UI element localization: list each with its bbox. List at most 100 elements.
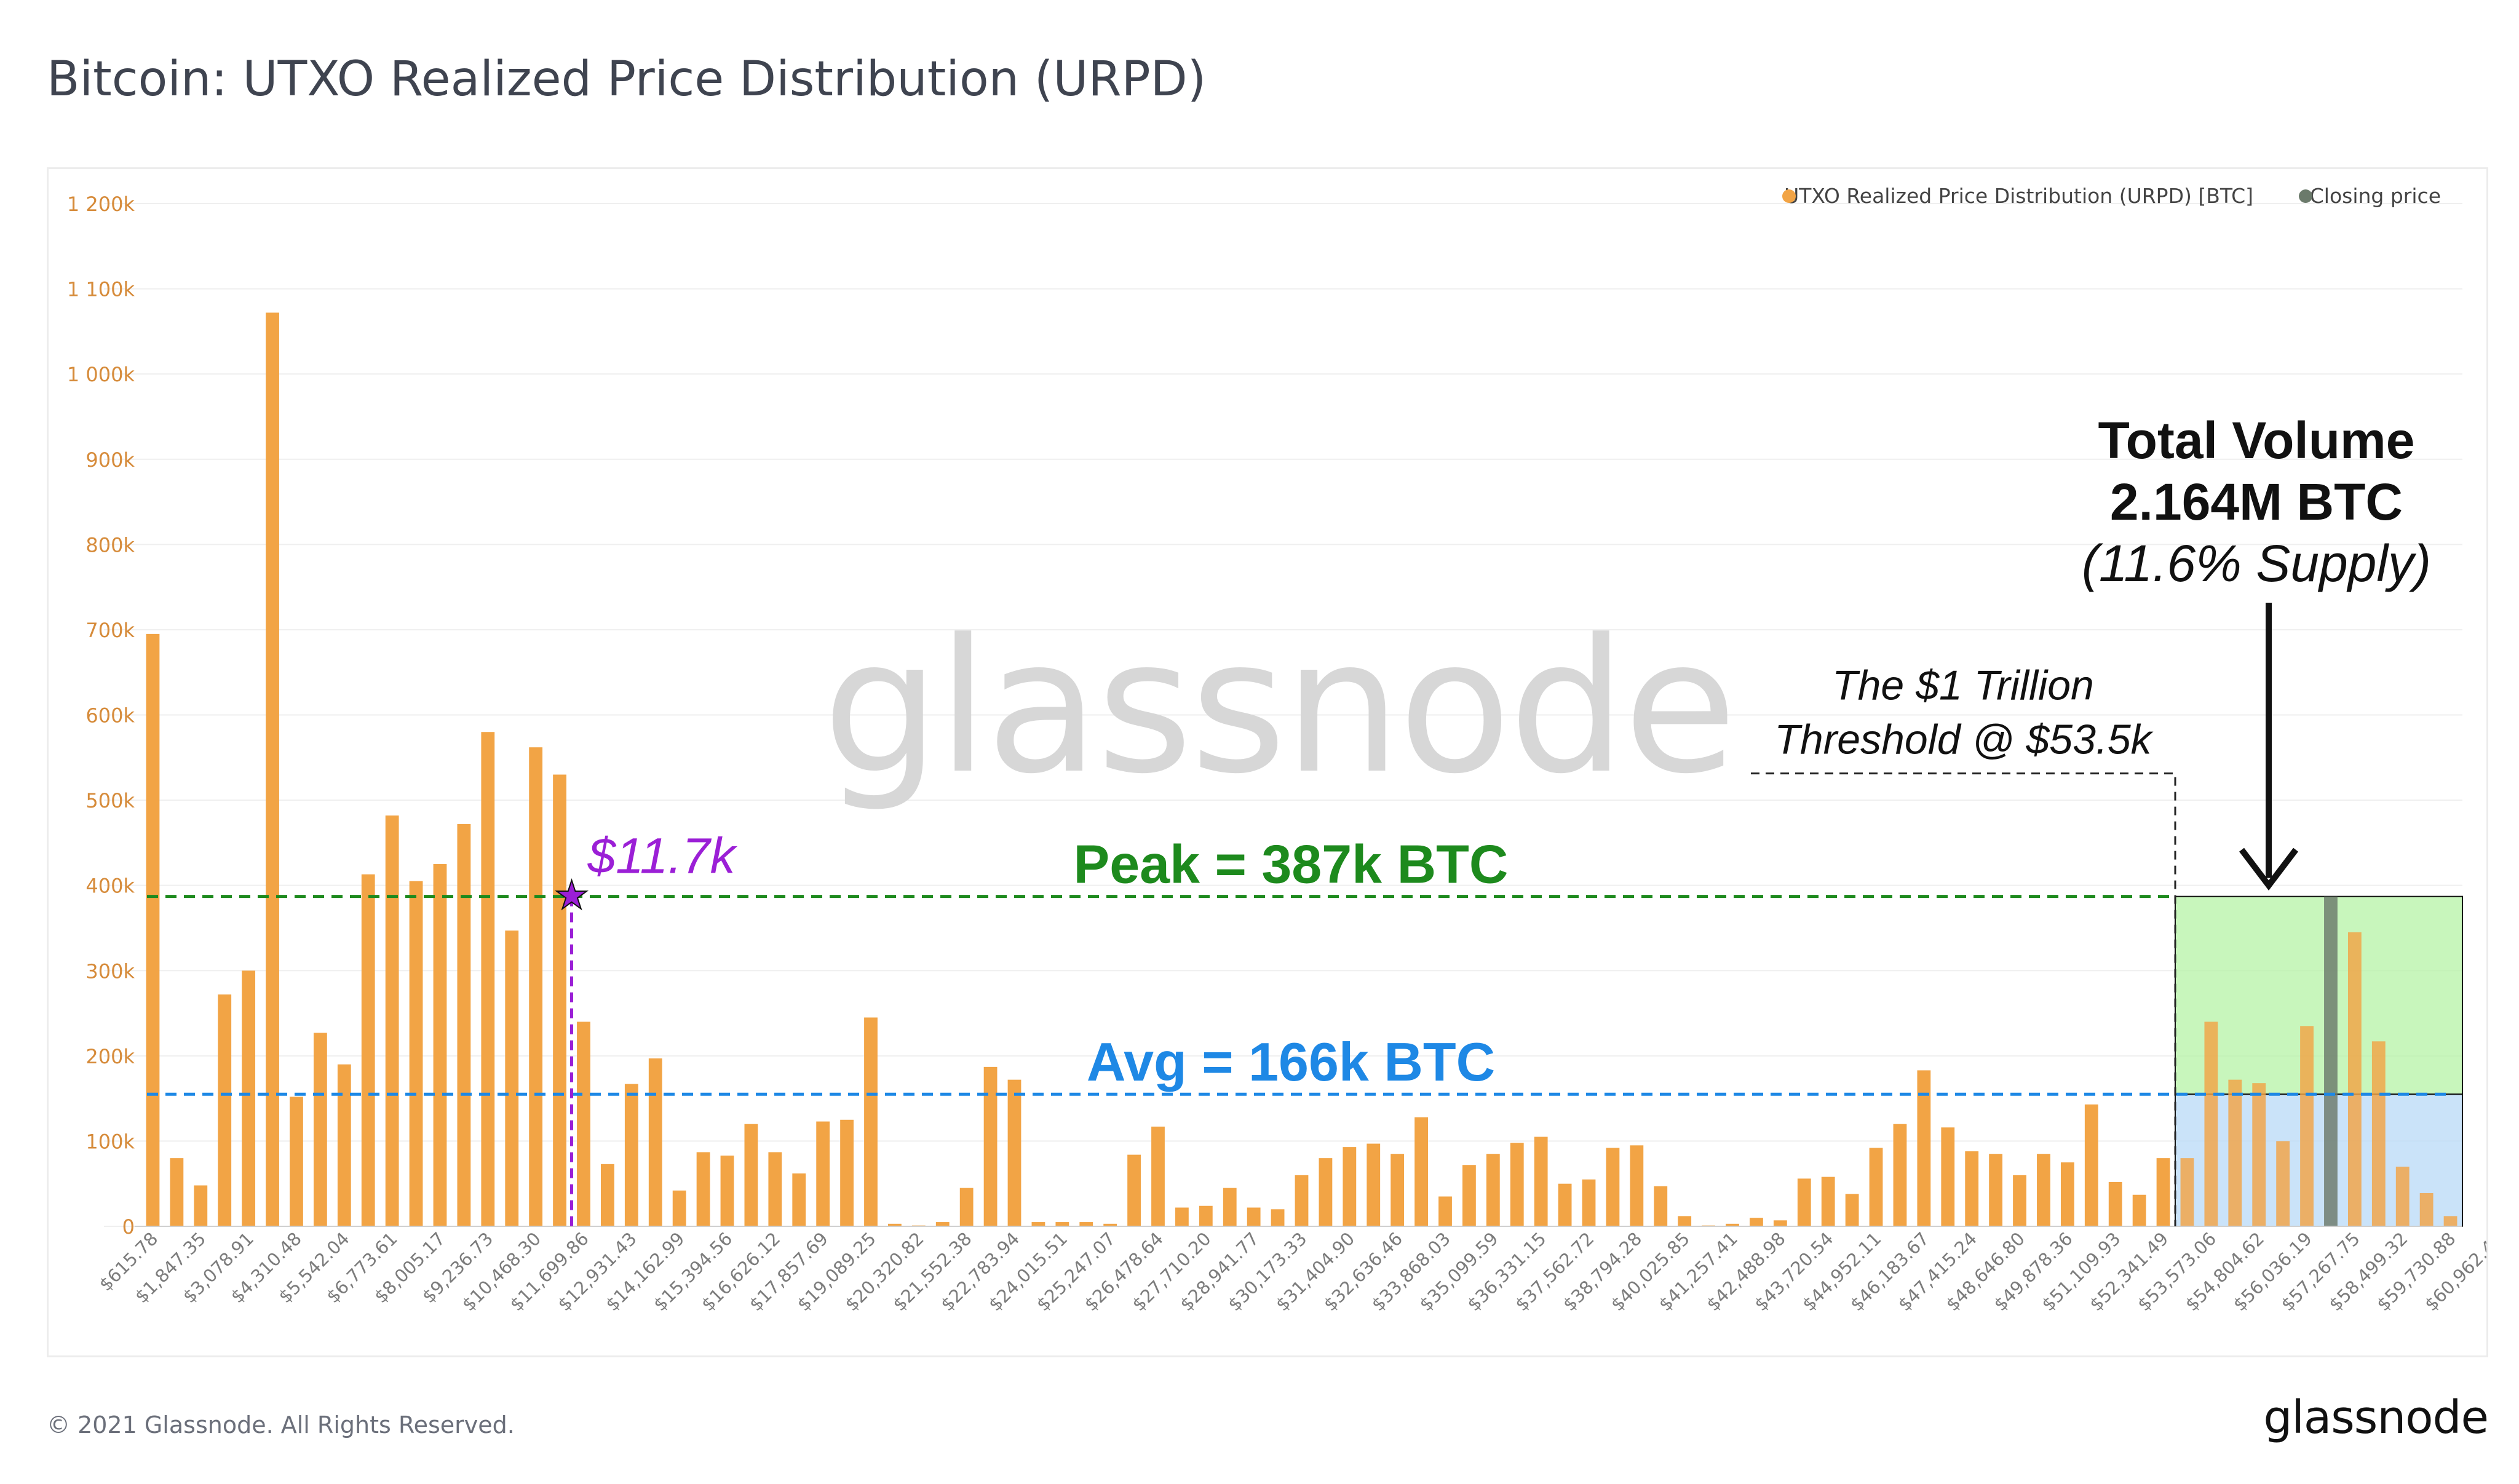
- y-tick-label: 400k: [85, 875, 135, 898]
- closing-price-bar: [2324, 896, 2338, 1226]
- bar: [1151, 1126, 1165, 1226]
- bar: [792, 1173, 806, 1226]
- y-tick-label: 1 200k: [67, 192, 135, 216]
- bar: [577, 1022, 590, 1226]
- bar: [1367, 1143, 1381, 1226]
- bar: [553, 774, 566, 1226]
- threshold-label-line1: The $1 Trillion: [1832, 662, 2094, 709]
- bar: [2037, 1154, 2050, 1226]
- arrow-down-icon: [2239, 847, 2298, 891]
- marker-label: $11.7k: [587, 828, 738, 884]
- bar: [624, 1084, 638, 1226]
- y-tick-label: 900k: [85, 448, 135, 472]
- bar: [1510, 1143, 1524, 1226]
- urpd-chart: glassnode 0 100k 200k 300k 400k 500k 600k 700k 8…: [67, 184, 2486, 1315]
- bar: [2395, 1166, 2410, 1226]
- glassnode-logo[interactable]: glassnode: [2263, 1391, 2489, 1444]
- bar: [1726, 1223, 1739, 1226]
- bar: [313, 1033, 327, 1226]
- bar: [361, 874, 375, 1226]
- bar: [2084, 1104, 2098, 1226]
- bar: [935, 1222, 950, 1226]
- bar: [242, 970, 256, 1226]
- bar: [2180, 1158, 2194, 1226]
- bar: [1821, 1176, 1835, 1226]
- avg-volume-box: [2174, 1093, 2464, 1227]
- bar: [1007, 1079, 1021, 1226]
- bar: [816, 1121, 830, 1226]
- peak-label: Peak = 387k BTC: [1074, 834, 1509, 895]
- threshold-bracket: [1750, 772, 2176, 1226]
- bar: [1462, 1165, 1476, 1226]
- bar: [648, 1058, 662, 1226]
- bar: [2108, 1181, 2122, 1226]
- bar: [1630, 1145, 1644, 1226]
- y-tick-label: 1 000k: [67, 363, 135, 386]
- y-tick-label: 300k: [85, 959, 135, 983]
- bar: [696, 1152, 710, 1226]
- bar: [2347, 932, 2362, 1226]
- threshold-boxes: [2174, 895, 2464, 1227]
- y-tick-label: 100k: [85, 1130, 135, 1153]
- bar: [194, 1185, 208, 1226]
- watermark-layer: glassnode: [823, 600, 1737, 814]
- legend-urpd-dot-icon: [1782, 189, 1796, 203]
- total-volume-value: 2.164M BTC: [2110, 473, 2403, 531]
- bar: [1654, 1186, 1668, 1226]
- chart-frame: glassnode 0 100k 200k 300k 400k 500k 600k 700k 8…: [47, 167, 2488, 1357]
- x-axis: $615.78$1,847.35$3,078.91$4,310.48$5,542…: [95, 1226, 2486, 1315]
- bar: [1295, 1175, 1309, 1226]
- bar: [600, 1164, 614, 1226]
- bar: [1247, 1207, 1261, 1226]
- bar: [2060, 1162, 2074, 1226]
- bar: [840, 1119, 854, 1226]
- total-volume-title: Total Volume: [2098, 411, 2415, 469]
- legend: Closing price UTXO Realized Price Distrib…: [1782, 184, 2441, 208]
- bar: [1414, 1117, 1428, 1226]
- bar: [2300, 1026, 2314, 1226]
- bar: [1989, 1154, 2003, 1226]
- avg-label: Avg = 166k BTC: [1087, 1031, 1495, 1092]
- bar-series: [146, 312, 2458, 1226]
- bar: [1941, 1127, 1955, 1226]
- bar: [385, 815, 399, 1226]
- legend-label: Closing price: [2310, 184, 2441, 208]
- bar: [433, 864, 447, 1226]
- bar: [1390, 1154, 1405, 1226]
- peak-volume-box: [2174, 895, 2464, 1095]
- bar: [1343, 1147, 1357, 1226]
- bar: [2013, 1175, 2026, 1226]
- bar: [146, 633, 160, 1226]
- bar: [1031, 1222, 1045, 1226]
- bar: [768, 1152, 782, 1226]
- bar: [2204, 1022, 2218, 1226]
- bar: [1055, 1222, 1069, 1226]
- bar: [1965, 1151, 1979, 1226]
- bar: [409, 881, 423, 1226]
- watermark: glassnode: [823, 600, 1735, 814]
- y-tick-label: 800k: [85, 533, 135, 557]
- bar: [1534, 1137, 1548, 1226]
- bar: [2276, 1141, 2290, 1226]
- bar: [1079, 1222, 1093, 1226]
- bar: [1797, 1178, 1811, 1226]
- bar: [1103, 1223, 1117, 1226]
- bar: [1678, 1216, 1692, 1226]
- bar: [1486, 1154, 1500, 1226]
- y-tick-label: 200k: [85, 1045, 135, 1068]
- bar: [337, 1064, 351, 1226]
- bar: [266, 312, 279, 1226]
- legend-label: UTXO Realized Price Distribution (URPD) …: [1784, 184, 2253, 208]
- bar: [2443, 1216, 2458, 1226]
- bar: [1319, 1158, 1333, 1226]
- page-title: Bitcoin: UTXO Realized Price Distributio…: [47, 52, 1207, 107]
- bar: [2371, 1041, 2386, 1226]
- y-tick-label: 1 100k: [67, 278, 135, 301]
- bar: [1223, 1188, 1237, 1226]
- y-tick-label: 0: [122, 1215, 135, 1239]
- bar: [888, 1223, 902, 1226]
- bar: [1606, 1148, 1620, 1226]
- bar: [529, 747, 543, 1226]
- y-axis: 0 100k 200k 300k 400k 500k 600k 700k 800k 900k 1 0…: [67, 192, 135, 1239]
- bar: [170, 1158, 184, 1226]
